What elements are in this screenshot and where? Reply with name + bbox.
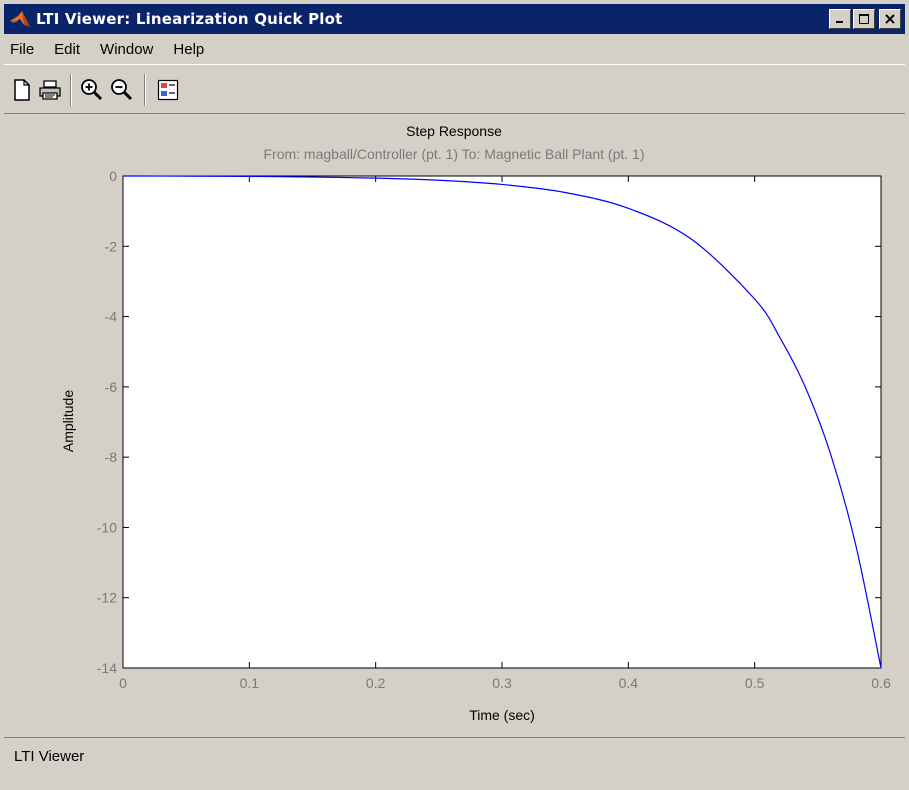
maximize-button[interactable] <box>853 9 875 29</box>
close-icon <box>885 14 895 24</box>
zoom-out-icon <box>111 79 133 101</box>
toolbar-separator <box>144 74 146 106</box>
zoom-in-icon <box>81 79 103 101</box>
chart-title: Step Response <box>406 123 502 139</box>
close-button[interactable] <box>879 9 901 29</box>
y-tick-label: -4 <box>105 309 118 325</box>
y-axis-label: Amplitude <box>60 390 76 452</box>
menu-window[interactable]: Window <box>100 40 154 58</box>
matlab-logo-icon <box>10 11 30 27</box>
menu-bar: File Edit Window Help <box>4 36 905 62</box>
x-tick-label: 0 <box>119 675 127 691</box>
minimize-button[interactable] <box>829 9 851 29</box>
new-file-button[interactable] <box>8 76 36 104</box>
menu-file[interactable]: File <box>10 40 35 58</box>
x-axis-label: Time (sec) <box>469 707 535 723</box>
plot-config-button[interactable] <box>154 76 182 104</box>
minimize-icon <box>836 21 843 23</box>
x-tick-label: 0.5 <box>745 675 765 691</box>
x-tick-label: 0.4 <box>619 675 639 691</box>
x-tick-label: 0.1 <box>240 675 260 691</box>
step-response-chart[interactable]: Step Response From: magball/Controller (… <box>4 115 905 735</box>
x-tick-label: 0.6 <box>871 675 891 691</box>
chart-subtitle: From: magball/Controller (pt. 1) To: Mag… <box>263 146 644 162</box>
x-tick-label: 0.2 <box>366 675 386 691</box>
y-tick-label: -12 <box>97 590 117 606</box>
y-tick-label: -8 <box>105 449 118 465</box>
maximize-icon <box>859 14 869 24</box>
status-text: LTI Viewer <box>14 748 85 765</box>
menu-help[interactable]: Help <box>173 40 205 58</box>
plot-config-icon <box>157 79 179 101</box>
y-tick-label: -10 <box>97 519 117 535</box>
status-bar: LTI Viewer <box>4 737 905 786</box>
menu-edit[interactable]: Edit <box>54 40 81 58</box>
zoom-in-button[interactable] <box>78 76 106 104</box>
step-response-line <box>122 175 882 669</box>
x-tick-label: 0.3 <box>492 675 512 691</box>
title-bar[interactable]: LTI Viewer: Linearization Quick Plot <box>4 4 905 34</box>
new-file-icon <box>14 79 30 101</box>
window-title: LTI Viewer: Linearization Quick Plot <box>36 10 343 28</box>
axis-ticks: 0 0.1 0.2 0.3 0.4 0.5 0.6 0 -2 -4 -6 -8 -10 -12 -14 <box>97 168 891 691</box>
y-tick-label: -14 <box>97 660 117 676</box>
toolbar <box>4 64 905 114</box>
plot-axes-box <box>122 175 882 669</box>
toolbar-separator <box>70 74 72 106</box>
y-tick-label: -6 <box>105 379 118 395</box>
plot-area: Step Response From: magball/Controller (… <box>4 115 905 735</box>
print-button[interactable] <box>36 76 64 104</box>
y-tick-label: -2 <box>105 238 118 254</box>
print-icon <box>39 80 61 100</box>
y-tick-label: 0 <box>109 168 117 184</box>
zoom-out-button[interactable] <box>108 76 136 104</box>
